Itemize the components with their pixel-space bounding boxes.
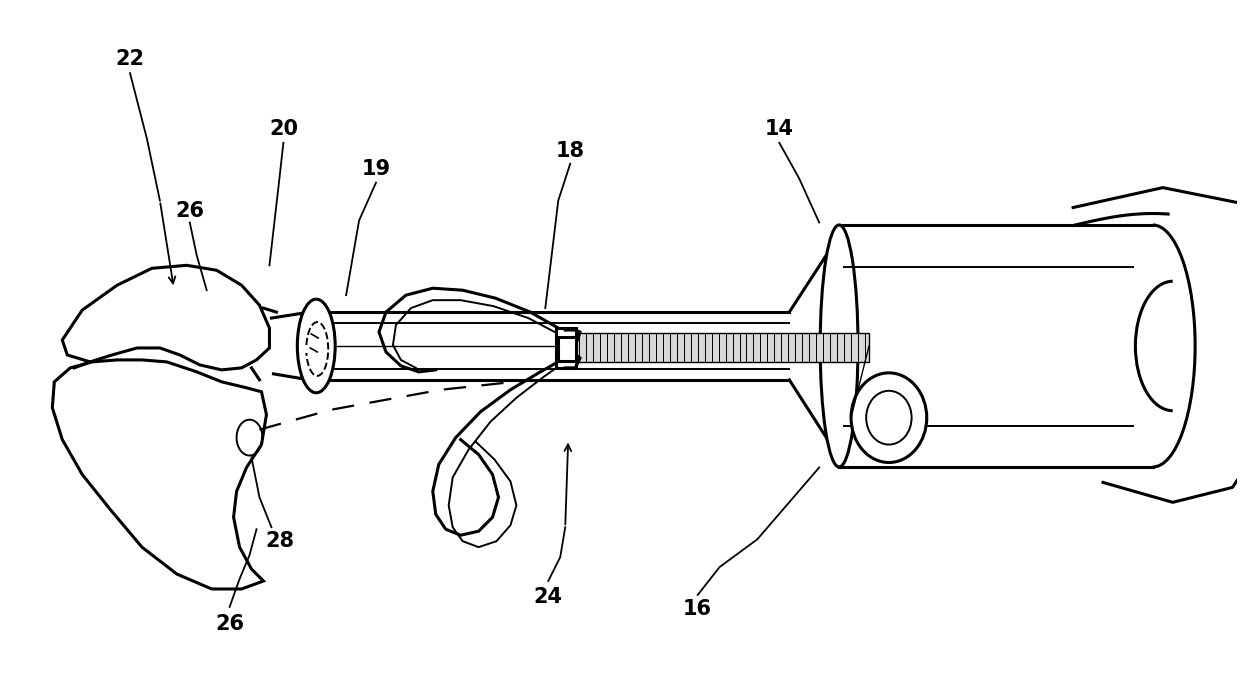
Bar	[309, 312, 790, 380]
Text: 28: 28	[265, 531, 294, 551]
Ellipse shape	[851, 373, 926, 462]
Text: 20: 20	[269, 119, 298, 139]
Text: 19: 19	[361, 159, 391, 179]
Bar	[557, 328, 577, 368]
Text: 26: 26	[215, 614, 244, 634]
Text: 26: 26	[175, 200, 205, 221]
Ellipse shape	[298, 299, 335, 392]
Text: 16: 16	[683, 599, 712, 619]
Text: 24: 24	[533, 587, 563, 607]
Bar	[560, 333, 869, 362]
Text: 18: 18	[556, 141, 585, 161]
Bar	[839, 225, 1153, 467]
Polygon shape	[62, 265, 269, 370]
Text: 22: 22	[115, 49, 145, 69]
Polygon shape	[52, 360, 267, 589]
Bar	[558, 337, 577, 361]
Text: 14: 14	[765, 119, 794, 139]
Ellipse shape	[820, 225, 858, 467]
